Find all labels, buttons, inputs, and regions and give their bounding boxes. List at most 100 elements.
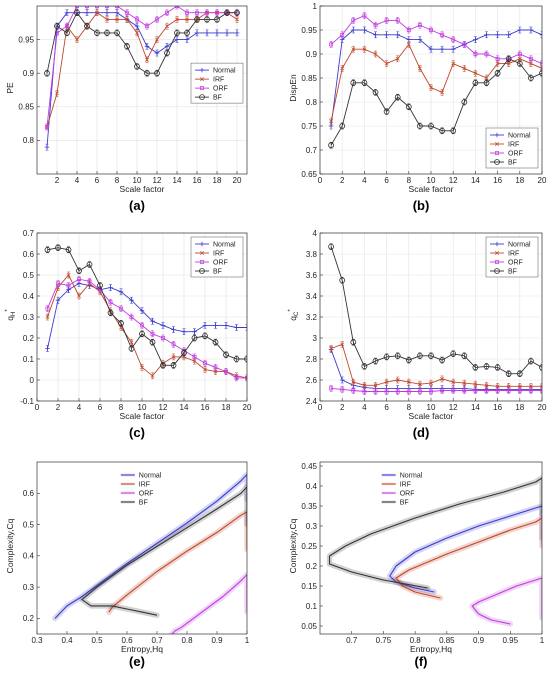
series-line-irf xyxy=(395,517,542,599)
marker-orf-15 xyxy=(495,56,500,61)
legend-label-orf: ORF xyxy=(508,260,523,267)
marker-bf-16 xyxy=(505,370,512,377)
series-line-irf xyxy=(330,43,542,122)
y-tick-label-0: 0.8 xyxy=(23,136,35,145)
x-tick-label-1: 4 xyxy=(75,176,80,185)
marker-irf-16 xyxy=(506,61,511,66)
x-tick-label-3: 6 xyxy=(384,403,389,412)
marker-normal-12 xyxy=(164,44,170,49)
marker-bf-19 xyxy=(244,356,247,362)
y-tick-label-5: 0.4 xyxy=(23,292,35,301)
marker-normal-17 xyxy=(223,323,229,328)
marker-orf-7 xyxy=(406,389,411,394)
marker-normal-7 xyxy=(118,289,124,295)
marker-normal-4 xyxy=(84,10,90,16)
marker-bf-3 xyxy=(74,9,80,16)
legend-label-irf: IRF xyxy=(213,77,224,84)
marker-bf-9 xyxy=(139,330,145,337)
marker-normal-15 xyxy=(194,30,200,36)
legend: Normal IRF ORF BF xyxy=(485,236,539,278)
marker-irf-12 xyxy=(462,66,467,71)
y-tick-label-3: 0.5 xyxy=(23,520,35,529)
x-tick-label-4: 8 xyxy=(119,403,124,412)
y-tick-label-1: 0.3 xyxy=(23,583,35,592)
marker-irf-legend xyxy=(200,251,204,255)
x-tick-label-7: 14 xyxy=(180,403,189,412)
marker-irf-1 xyxy=(340,66,345,71)
y-axis-label-main: q xyxy=(5,316,15,321)
marker-bf-2 xyxy=(65,246,72,253)
series-group xyxy=(52,471,247,634)
x-tick-label-5: 0.8 xyxy=(181,636,193,645)
marker-bf-legend xyxy=(494,159,500,165)
legend-label-bf: BF xyxy=(508,269,517,276)
marker-orf-legend xyxy=(495,151,499,155)
x-tick-label-0: 0.7 xyxy=(346,636,358,645)
marker-bf-legend xyxy=(199,94,205,101)
marker-bf-18 xyxy=(233,356,240,362)
series-line-bf xyxy=(47,247,247,366)
legend: Normal IRF ORF BF xyxy=(190,236,244,278)
marker-normal-9 xyxy=(139,308,145,313)
x-tick-label-1: 0.4 xyxy=(61,636,73,645)
marker-orf-15 xyxy=(203,361,207,366)
x-tick-label-6: 14 xyxy=(173,176,182,185)
y-axis-label-main: Complexity,Cq xyxy=(288,518,298,573)
y-axis-label: PE xyxy=(5,82,15,94)
x-tick-label-10: 20 xyxy=(538,176,547,185)
marker-bf-6 xyxy=(107,309,114,316)
x-tick-label-6: 0.9 xyxy=(211,636,223,645)
marker-bf-4 xyxy=(372,358,379,365)
legend-label-normal: Normal xyxy=(139,473,162,480)
y-tick-label-7: 1 xyxy=(313,2,318,11)
x-tick-label-3: 8 xyxy=(115,176,120,185)
marker-bf-13 xyxy=(472,79,479,86)
marker-irf-2 xyxy=(66,273,71,277)
marker-bf-14 xyxy=(483,79,490,86)
marker-orf-3 xyxy=(77,277,81,282)
legend-label-orf: ORF xyxy=(400,491,415,498)
marker-orf-8 xyxy=(125,10,129,15)
marker-bf-3 xyxy=(76,267,82,274)
marker-orf-19 xyxy=(540,61,542,66)
marker-irf-3 xyxy=(77,294,81,298)
marker-orf-16 xyxy=(205,10,209,15)
y-axis-label-main: q xyxy=(288,316,298,321)
marker-orf-16 xyxy=(506,388,511,393)
marker-normal-0 xyxy=(44,144,50,150)
subcaption: (b) xyxy=(413,198,430,213)
marker-irf-5 xyxy=(95,10,99,15)
marker-orf-1 xyxy=(340,387,345,392)
legend-label-bf: BF xyxy=(508,160,517,167)
marker-bf-11 xyxy=(160,362,166,369)
marker-orf-16 xyxy=(213,365,218,370)
marker-bf-11 xyxy=(450,350,457,357)
y-tick-label-2: 2.8 xyxy=(306,355,318,364)
marker-orf-10 xyxy=(145,24,149,29)
y-axis-label: Complexity,Cq xyxy=(288,518,298,573)
marker-normal-14 xyxy=(192,329,197,334)
marker-orf-13 xyxy=(473,52,478,56)
marker-normal-8 xyxy=(129,297,134,303)
x-tick-label-3: 0.6 xyxy=(121,636,133,645)
marker-normal-16 xyxy=(213,323,218,328)
marker-orf-11 xyxy=(451,388,456,393)
marker-orf-2 xyxy=(66,283,71,288)
legend-label-bf: BF xyxy=(213,95,222,102)
marker-irf-9 xyxy=(429,381,433,386)
marker-bf-8 xyxy=(128,345,135,352)
y-tick-label-2: 0.9 xyxy=(23,69,35,78)
y-tick-label-1: 0.1 xyxy=(306,602,318,611)
marker-irf-12 xyxy=(462,381,467,386)
marker-bf-6 xyxy=(104,29,110,36)
marker-irf-2 xyxy=(351,47,356,52)
x-tick-label-6: 12 xyxy=(449,176,458,185)
marker-irf-5 xyxy=(384,380,389,385)
legend-label-normal: Normal xyxy=(213,68,236,75)
marker-normal-legend xyxy=(494,241,500,247)
y-axis-label: Complexity,Cq xyxy=(5,518,15,573)
y-tick-label-5: 3.4 xyxy=(306,292,318,301)
marker-bf-18 xyxy=(224,9,230,16)
x-tick-label-7: 1 xyxy=(245,636,250,645)
marker-orf-5 xyxy=(384,18,389,23)
